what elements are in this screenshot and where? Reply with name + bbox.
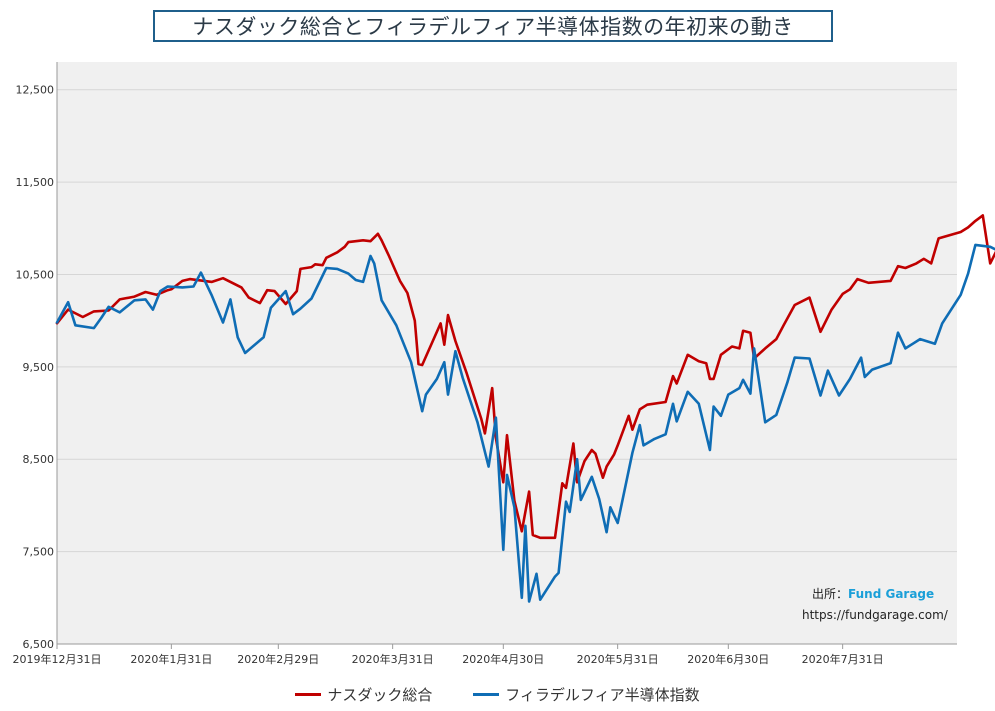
x-tick-label: 2020年3月31日: [352, 652, 434, 666]
chart-legend: ナスダック総合 フィラデルフィア半導体指数: [0, 682, 995, 705]
legend-swatch-nasdaq: [295, 693, 322, 696]
x-tick-label: 2020年4月30日: [462, 652, 544, 666]
nasdaq-line: [55, 214, 995, 540]
x-tick-label: 2020年1月31日: [130, 652, 212, 666]
legend-label-sox: フィラデルフィア半導体指数: [505, 686, 700, 704]
y-tick-label: 6,500: [23, 638, 55, 651]
plot-area: [57, 62, 957, 644]
source-label: 出所：: [812, 587, 849, 601]
y-axis: 6,500 7,500 8,500 9,500 10,500 11,500 12,500: [16, 62, 58, 651]
x-axis: 2019年12月31日 2020年1月31日 2020年2月29日 2020年3月31…: [13, 643, 957, 666]
series-lines: [55, 214, 995, 603]
legend-swatch-sox: [473, 693, 500, 696]
legend-item-nasdaq: ナスダック総合: [295, 684, 432, 705]
x-tick-label: 2020年2月29日: [237, 652, 319, 666]
legend-item-sox: フィラデルフィア半導体指数: [473, 684, 700, 705]
source-url: https://fundgarage.com/: [802, 608, 948, 622]
y-tick-label: 10,500: [16, 268, 55, 281]
x-tick-label: 2020年7月31日: [802, 652, 884, 666]
x-tick-label: 2020年6月30日: [687, 652, 769, 666]
y-tick-label: 9,500: [23, 361, 55, 374]
chart-title: ナスダック総合とフィラデルフィア半導体指数の年初来の動き: [153, 10, 833, 42]
legend-label-nasdaq: ナスダック総合: [327, 686, 433, 704]
y-tick-label: 11,500: [16, 176, 55, 189]
source-line: 出所：Fund Garage: [812, 585, 934, 602]
y-tick-label: 7,500: [23, 546, 55, 559]
y-tick-label: 12,500: [16, 84, 55, 97]
gridlines: [57, 89, 957, 645]
x-tick-label: 2019年12月31日: [13, 652, 102, 666]
x-tick-label: 2020年5月31日: [577, 652, 659, 666]
sox-line: [55, 243, 995, 603]
source-brand: Fund Garage: [848, 587, 935, 601]
y-tick-label: 8,500: [23, 453, 55, 466]
